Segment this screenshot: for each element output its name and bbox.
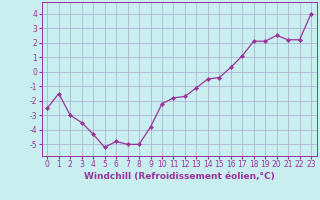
X-axis label: Windchill (Refroidissement éolien,°C): Windchill (Refroidissement éolien,°C) xyxy=(84,172,275,181)
